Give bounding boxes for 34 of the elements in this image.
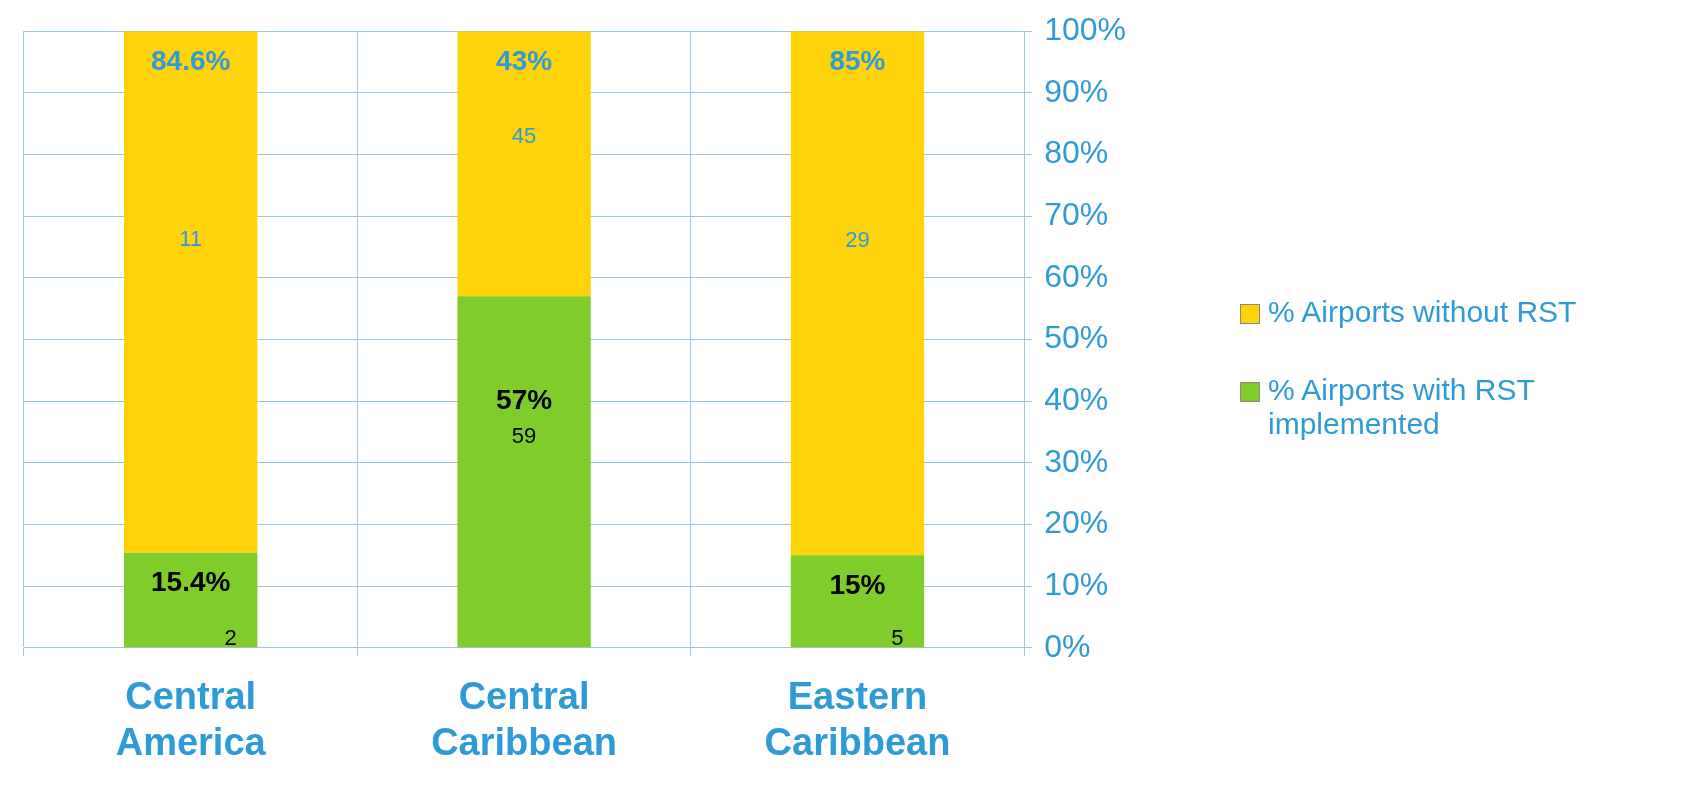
- y-tick-label: 80%: [1044, 134, 1109, 171]
- y-tick-label: 70%: [1044, 196, 1109, 233]
- bar: [457, 31, 591, 297]
- bar: [790, 31, 925, 556]
- x-tick-label: Eastern Caribbean: [764, 675, 951, 763]
- y-tick-label: 10%: [1044, 565, 1109, 602]
- annotation: 11: [179, 225, 203, 251]
- data-label: 85%: [829, 44, 886, 76]
- y-tick-label: 0%: [1044, 627, 1091, 664]
- y-tick-label: 40%: [1044, 380, 1109, 417]
- bar: [124, 31, 258, 553]
- annotation: 2: [224, 624, 237, 650]
- x-tick-label: Central Caribbean: [431, 675, 617, 763]
- data-label: 84.6%: [150, 44, 231, 76]
- x-tick-label: Central America: [115, 675, 267, 763]
- data-label: 15%: [829, 568, 886, 600]
- data-label: 15.4%: [150, 566, 231, 598]
- y-tick-label: 100%: [1044, 11, 1126, 48]
- annotation: 59: [511, 422, 537, 448]
- annotation: 29: [845, 226, 870, 252]
- bar: [457, 296, 591, 648]
- y-tick-label: 20%: [1044, 504, 1109, 541]
- y-tick-label: 60%: [1044, 257, 1109, 294]
- annotation: 5: [891, 624, 904, 650]
- data-label: 57%: [496, 383, 553, 415]
- data-label: 43%: [496, 44, 553, 76]
- y-tick-label: 50%: [1044, 319, 1109, 356]
- bar: [790, 555, 925, 648]
- annotation: 45: [511, 123, 537, 149]
- y-tick-label: 90%: [1044, 72, 1109, 109]
- legend-label: % Airports with RST implemented: [1268, 373, 1536, 441]
- y-tick-label: 30%: [1044, 442, 1109, 479]
- bar: [124, 552, 258, 648]
- legend-label: % Airports without RST: [1268, 295, 1577, 329]
